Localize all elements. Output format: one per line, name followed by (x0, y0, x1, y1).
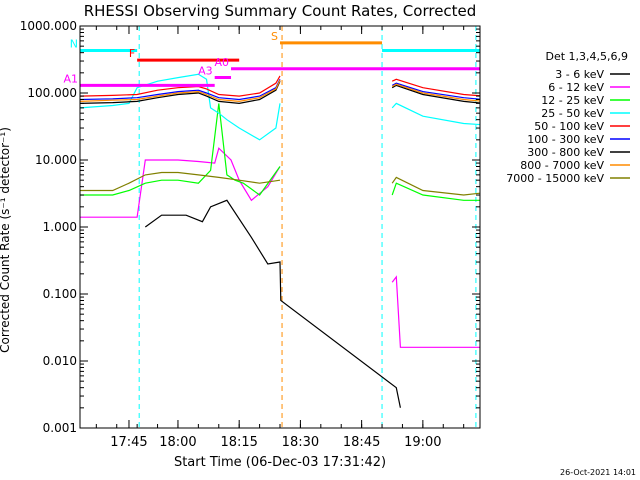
legend-label-1: 6 - 12 keV (548, 81, 604, 94)
legend-label-7: 800 - 7000 keV (520, 159, 604, 172)
y-tick-label-3: 1.000 (43, 220, 77, 234)
flag-layer: N F S A0 A1 A3 (63, 30, 480, 87)
legend-label-6: 300 - 800 keV (527, 146, 604, 159)
x-tick-label-5: 19:00 (404, 435, 441, 450)
legend-label-5: 100 - 300 keV (527, 133, 604, 146)
legend-label-8: 7000 - 15000 keV (506, 172, 604, 185)
x-tick-label-4: 18:45 (343, 435, 380, 450)
flag-label-0: N (70, 38, 78, 51)
legend-label-0: 3 - 6 keV (555, 68, 604, 81)
flag-label-6: A3 (198, 65, 213, 78)
flag-label-4: A0 (214, 56, 229, 69)
series-line-0 (144, 199, 401, 408)
y-axis-label: Corrected Count Rate (s⁻¹ detector⁻¹) (0, 127, 12, 353)
series-line-7 (80, 79, 480, 103)
y-tick-label-6: 1000.000 (20, 19, 77, 33)
flag-label-3: S (271, 30, 278, 43)
series-line-5 (80, 79, 480, 101)
timestamp-stamp: 26-Oct-2021 14:01 (560, 468, 636, 477)
x-tick-label-2: 18:15 (220, 435, 257, 450)
legend-label-4: 50 - 100 keV (534, 120, 604, 133)
legend-title: Det 1,3,4,5,6,9 (545, 50, 628, 63)
axis-layer: 0.001 0.010 0.100 1.000 10.000 100.000 1000.00… (20, 19, 480, 450)
x-axis-label: Start Time (06-Dec-03 17:31:42) (174, 455, 386, 470)
series-line-2 (80, 103, 480, 201)
series-layer (80, 73, 480, 408)
series-line-1 (80, 147, 480, 348)
x-tick-label-3: 18:30 (282, 435, 319, 450)
legend-label-2: 12 - 25 keV (541, 94, 604, 107)
y-tick-label-0: 0.001 (43, 421, 77, 435)
series-line-8 (80, 171, 480, 196)
y-tick-label-1: 0.010 (43, 354, 77, 368)
flag-label-5: A1 (63, 72, 78, 85)
series-line-6 (80, 80, 480, 105)
legend-label-3: 25 - 50 keV (541, 107, 604, 120)
y-tick-label-5: 100.000 (27, 86, 77, 100)
y-tick-label-2: 0.100 (43, 287, 77, 301)
chart-title: RHESSI Observing Summary Count Rates, Co… (84, 2, 477, 20)
y-tick-label-4: 10.000 (35, 153, 77, 167)
flag-label-2: F (129, 47, 135, 60)
x-tick-label-0: 17:45 (110, 435, 147, 450)
x-tick-label-1: 18:00 (159, 435, 196, 450)
